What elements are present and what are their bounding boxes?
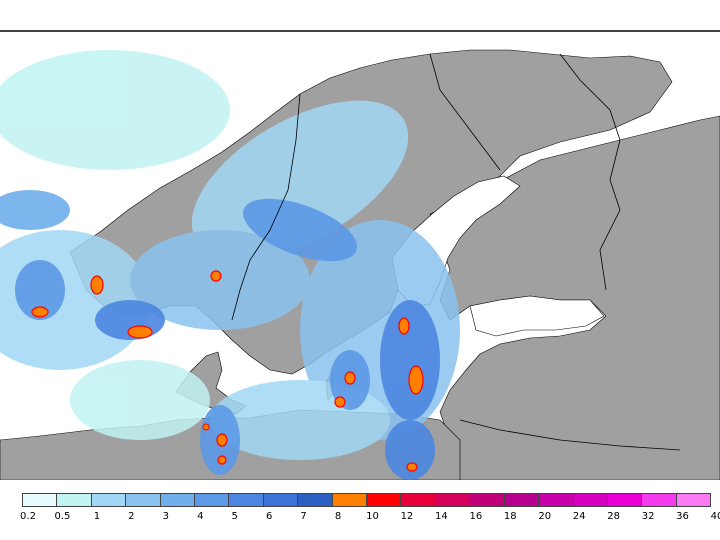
legend-swatch — [91, 494, 127, 506]
legend-tick-label: 14 — [435, 511, 448, 522]
legend-swatch — [539, 494, 574, 506]
legend-swatch — [367, 494, 402, 506]
legend-tick-label: 10 — [366, 511, 379, 522]
precip-heavy-cells — [31, 270, 424, 472]
legend-tick-label: 40 — [710, 511, 720, 522]
legend-tick-label: 2 — [128, 511, 135, 522]
precip-light — [0, 50, 460, 460]
legend-swatch — [642, 494, 677, 506]
legend-swatch — [607, 494, 643, 506]
legend-swatch — [229, 494, 264, 506]
legend-swatch — [298, 494, 333, 506]
legend-swatch — [470, 494, 505, 506]
color-scale-labels: 0.20.5123456781012141618202428323640 — [0, 511, 720, 525]
legend-tick-label: 32 — [641, 511, 655, 522]
color-scale-bar — [22, 493, 711, 507]
legend-swatch — [504, 494, 540, 506]
legend-tick-label: 8 — [334, 511, 342, 522]
legend-swatch — [435, 494, 471, 506]
legend-swatch — [401, 494, 436, 506]
precipitation-map — [0, 30, 720, 480]
legend-tick-label: 16 — [469, 511, 483, 522]
legend-tick-label: 5 — [231, 511, 238, 522]
legend-swatch — [676, 494, 711, 506]
gulf-of-finland-water — [469, 295, 605, 337]
legend-tick-label: 6 — [265, 511, 273, 522]
color-scale-legend: 0.20.5123456781012141618202428323640 — [0, 480, 720, 540]
legend-swatch — [23, 494, 58, 506]
precip-medium — [0, 190, 440, 480]
legend-tick-label: 12 — [400, 511, 414, 522]
legend-swatch — [160, 494, 196, 506]
legend-tick-label: 0.2 — [20, 511, 36, 522]
legend-tick-label: 28 — [607, 511, 621, 522]
legend-tick-label: 4 — [197, 511, 204, 522]
legend-tick-label: 36 — [676, 511, 689, 522]
legend-swatch — [263, 494, 299, 506]
legend-tick-label: 0.5 — [54, 511, 71, 522]
legend-tick-label: 7 — [300, 511, 307, 522]
legend-tick-label: 20 — [538, 511, 552, 522]
legend-swatch — [195, 494, 230, 506]
legend-tick-label: 1 — [93, 511, 101, 522]
legend-swatch — [332, 494, 368, 506]
legend-tick-label: 24 — [572, 511, 586, 522]
legend-tick-label: 3 — [162, 511, 169, 522]
country-borders — [231, 53, 681, 451]
legend-tick-label: 18 — [503, 511, 517, 522]
legend-swatch — [573, 494, 608, 506]
legend-swatch — [57, 494, 92, 506]
legend-swatch — [126, 494, 161, 506]
